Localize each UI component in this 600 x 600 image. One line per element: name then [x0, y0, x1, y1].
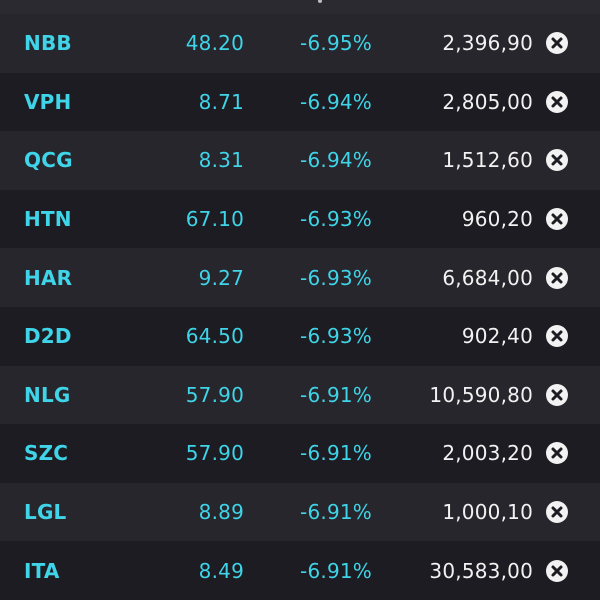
close-circle-icon[interactable]	[546, 559, 568, 582]
stock-change-percent: -6.91%	[300, 558, 372, 583]
header-indicator	[318, 0, 322, 3]
stock-symbol: HAR	[24, 265, 73, 290]
stock-volume: 10,590,80	[429, 382, 533, 407]
stock-change-percent: -6.93%	[300, 207, 372, 232]
close-circle-icon[interactable]	[546, 208, 568, 231]
stock-price: 67.10	[185, 207, 244, 232]
stock-volume: 1,512,60	[442, 148, 533, 173]
close-circle-icon[interactable]	[546, 325, 568, 348]
table-row[interactable]: SZC 57.90 -6.91% 2,003,20	[0, 424, 600, 483]
stock-price: 8.49	[198, 558, 244, 583]
stock-change-percent: -6.93%	[300, 265, 372, 290]
stock-price: 8.31	[198, 148, 244, 173]
stock-price: 57.90	[185, 441, 244, 466]
stock-change-percent: -6.93%	[300, 324, 372, 349]
stock-symbol: HTN	[24, 207, 72, 232]
stock-list: NBB 48.20 -6.95% 2,396,90 VPH 8.71 -6.94…	[0, 14, 600, 600]
stock-change-percent: -6.91%	[300, 382, 372, 407]
table-row[interactable]: HAR 9.27 -6.93% 6,684,00	[0, 248, 600, 307]
stock-symbol: NBB	[24, 31, 72, 56]
stock-change-percent: -6.91%	[300, 441, 372, 466]
header-bar	[0, 0, 600, 14]
table-row[interactable]: NBB 48.20 -6.95% 2,396,90	[0, 14, 600, 73]
stock-change-percent: -6.95%	[300, 31, 372, 56]
stock-price: 8.89	[198, 500, 244, 525]
stock-price: 48.20	[185, 31, 244, 56]
close-circle-icon[interactable]	[546, 149, 568, 172]
stock-volume: 2,003,20	[442, 441, 533, 466]
stock-change-percent: -6.94%	[300, 148, 372, 173]
stock-symbol: VPH	[24, 89, 72, 114]
close-circle-icon[interactable]	[546, 266, 568, 289]
stock-volume: 960,20	[461, 207, 533, 232]
table-row[interactable]: ITA 8.49 -6.91% 30,583,00	[0, 541, 600, 600]
stock-symbol: NLG	[24, 382, 71, 407]
close-circle-icon[interactable]	[546, 501, 568, 524]
stock-volume: 6,684,00	[442, 265, 533, 290]
table-row[interactable]: NLG 57.90 -6.91% 10,590,80	[0, 365, 600, 425]
stock-price: 57.90	[185, 382, 244, 407]
table-row[interactable]: LGL 8.89 -6.91% 1,000,10	[0, 482, 600, 542]
stock-change-percent: -6.94%	[300, 89, 372, 114]
table-row[interactable]: HTN 67.10 -6.93% 960,20	[0, 189, 600, 249]
stock-price: 64.50	[185, 324, 244, 349]
close-circle-icon[interactable]	[546, 383, 568, 406]
close-circle-icon[interactable]	[546, 90, 568, 113]
table-row[interactable]: QCG 8.31 -6.94% 1,512,60	[0, 131, 600, 190]
stock-volume: 2,396,90	[442, 31, 533, 56]
table-row[interactable]: VPH 8.71 -6.94% 2,805,00	[0, 72, 600, 132]
stock-symbol: LGL	[24, 500, 67, 525]
stock-symbol: ITA	[24, 558, 60, 583]
close-circle-icon[interactable]	[546, 32, 568, 55]
stock-volume: 30,583,00	[429, 558, 533, 583]
table-row[interactable]: D2D 64.50 -6.93% 902,40	[0, 306, 600, 366]
stock-volume: 1,000,10	[442, 500, 533, 525]
stock-price: 8.71	[198, 89, 244, 114]
stock-symbol: SZC	[24, 441, 69, 466]
stock-symbol: QCG	[24, 148, 73, 173]
stock-symbol: D2D	[24, 324, 72, 349]
stock-price: 9.27	[198, 265, 244, 290]
close-circle-icon[interactable]	[546, 442, 568, 465]
stock-volume: 902,40	[461, 324, 533, 349]
stock-change-percent: -6.91%	[300, 500, 372, 525]
stock-volume: 2,805,00	[442, 89, 533, 114]
